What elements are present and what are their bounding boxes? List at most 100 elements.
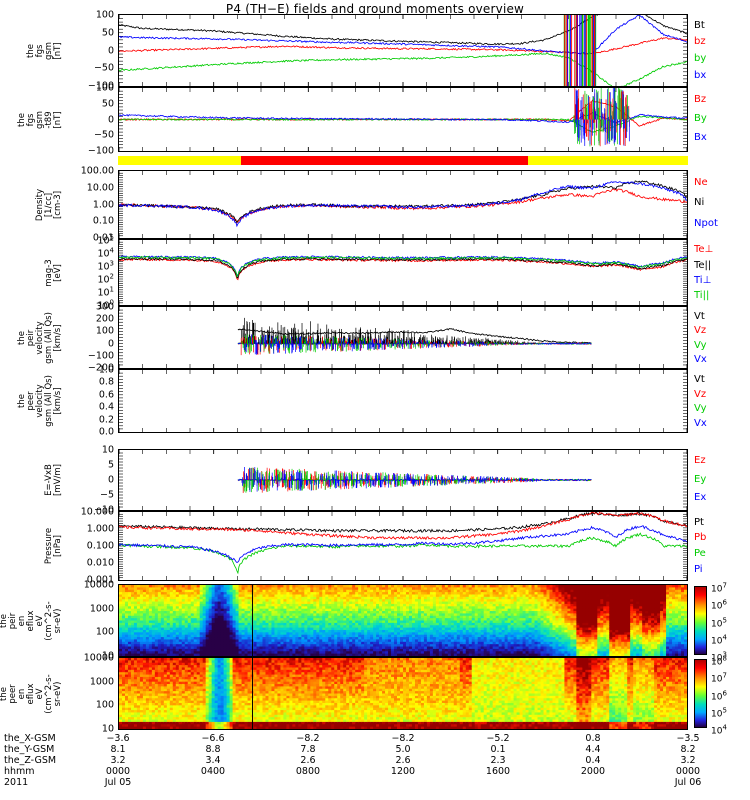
y-tick-label: −5	[99, 489, 114, 501]
colorbar-peer-spec	[694, 659, 707, 728]
y-tick-label: 10.000	[80, 506, 114, 518]
y-tick-label: 0	[107, 45, 114, 56]
y-tick-label: 10000	[83, 652, 114, 664]
y-tick-label: 0.8	[98, 376, 114, 388]
y-tick-label: 1.000	[86, 523, 114, 535]
x-axis-row-label: the_X-GSM	[4, 733, 56, 744]
legend-item-Ex: Ex	[694, 491, 707, 503]
y-tick-labels-temperature: 105 104 103 102 101 100	[62, 233, 114, 311]
legend-item-Vx: Vx	[694, 353, 707, 365]
panel-fgs-gsm	[118, 14, 688, 87]
legend-item-Vz: Vz	[694, 388, 707, 400]
legend-item-Vt: Vt	[694, 311, 705, 322]
colorbar-tick-label: 106	[711, 598, 727, 612]
y-tick-label: −100	[87, 80, 114, 92]
x-axis-tick-value: Jul 05	[104, 777, 132, 788]
x-axis-tick-value: 3.2	[110, 755, 126, 766]
y-tick-label: 103	[97, 259, 114, 273]
y-tick-label: 0	[107, 338, 114, 350]
y-tick-labels-fgs-gsm-t89: 100 50 0 −50 −100	[62, 83, 114, 157]
colorbar-tick-label: 104	[711, 723, 727, 737]
y-tick-label: −50	[93, 62, 114, 74]
y-tick-label: 1000	[89, 676, 114, 688]
x-axis-tick-value: 3.4	[205, 755, 221, 766]
y-tick-label: 50	[101, 27, 114, 39]
y-tick-label: −100	[87, 350, 114, 362]
y-tick-label: 100	[97, 298, 114, 312]
y-tick-label: −50	[93, 129, 114, 141]
legend-item-Ti: Ti⊥	[694, 274, 712, 286]
legend-item-Pi: Pi	[694, 564, 703, 576]
y-tick-label: 100.00	[80, 165, 114, 177]
x-axis-row-label: the_Y-GSM	[4, 744, 55, 755]
legend-item-By: By	[694, 112, 707, 124]
panel-peer-velocity	[118, 369, 688, 433]
y-tick-labels-peir-velocity: 300 200 100 0 −100 −200	[62, 302, 114, 374]
x-axis-row-label: hhmm	[4, 766, 35, 777]
y-axis-label-line: [mV/m]	[53, 464, 63, 496]
y-tick-label: 100	[95, 82, 114, 94]
y-tick-label: 100	[95, 325, 114, 337]
page-title: P4 (TH−E) fields and ground moments over…	[225, 2, 525, 16]
y-axis-label-line: sr-eV)	[53, 681, 63, 706]
x-axis-tick-value: 5.0	[395, 744, 411, 755]
x-axis-tick-value: −3.5	[676, 733, 700, 744]
y-tick-labels-pressure: 10.000 1.000 0.100 0.010 0.001	[62, 507, 114, 586]
x-axis-tick-value: 1200	[390, 766, 416, 777]
x-axis-tick-value: 0800	[295, 766, 321, 777]
y-tick-label: 0.010	[86, 557, 114, 569]
x-axis-tick-value: 0000	[105, 766, 131, 777]
panel-temperature	[118, 239, 688, 306]
x-axis-tick-value: 2000	[580, 766, 606, 777]
colorbar-tick-label: 107	[711, 671, 727, 685]
y-tick-labels-efield: 10 5 0 −5 −10	[62, 445, 114, 516]
y-tick-label: 0.100	[86, 540, 114, 552]
x-axis-tick-value: 2.3	[490, 755, 506, 766]
legend-item-Pb: Pb	[694, 532, 707, 544]
x-axis-tick-value: Jul 06	[674, 777, 702, 788]
y-tick-label: 0.01	[92, 232, 114, 244]
y-tick-label: −10	[93, 504, 114, 516]
panel-efield	[118, 449, 688, 511]
y-tick-label: 102	[97, 272, 114, 286]
legend-item-by: by	[694, 52, 707, 64]
y-axis-label-line: [nT]	[53, 110, 63, 129]
x-axis-row-label: 2011	[4, 777, 29, 788]
colorbar-tick-label: 108	[711, 654, 727, 668]
y-tick-label: 50	[101, 98, 114, 110]
y-tick-label: 10	[101, 723, 114, 735]
legend-item-Npot: Npot	[694, 217, 718, 229]
legend-item-Vy: Vy	[694, 403, 707, 415]
legend-item-Vx: Vx	[694, 417, 707, 429]
y-axis-label-line: [km/s]	[53, 323, 63, 352]
y-tick-label: 0	[107, 474, 114, 486]
x-axis-tick-value: −8.2	[391, 733, 415, 744]
status-bar-segment	[240, 156, 529, 165]
legend-item-Pt: Pt	[694, 516, 704, 528]
colorbar-tick-label: 104	[711, 633, 727, 647]
y-tick-label: 0.001	[86, 574, 114, 586]
y-tick-label: 300	[95, 301, 114, 313]
colorbar-tick-label: 103	[711, 650, 727, 664]
y-tick-label: 10	[101, 444, 114, 456]
y-tick-label: 0	[107, 114, 114, 125]
y-tick-label: 200	[95, 313, 114, 325]
y-tick-labels-peer-spec: 10000 1000 100 10	[62, 653, 114, 735]
y-tick-labels-density: 100.00 10.00 1.00 0.10 0.01	[62, 166, 114, 244]
panel-peir-spec	[118, 584, 688, 657]
y-axis-label-line: sr-eV)	[53, 608, 63, 633]
x-axis-tick-value: 3.2	[680, 755, 696, 766]
panel-peer-spec	[118, 657, 688, 730]
y-tick-label: 0.6	[98, 389, 114, 401]
y-tick-label: 101	[97, 285, 114, 299]
legend-item-bz: bz	[694, 36, 706, 48]
x-axis-tick-value: 8.8	[205, 744, 221, 755]
x-axis-tick-value: −3.6	[106, 733, 130, 744]
legend-item-Bz: Bz	[694, 93, 707, 105]
panel-peir-velocity	[118, 306, 688, 369]
legend-item-Ni: Ni	[694, 197, 705, 209]
y-tick-label: 10.00	[86, 182, 114, 194]
x-axis-tick-value: −8.2	[296, 733, 320, 744]
panel-pressure	[118, 511, 688, 581]
